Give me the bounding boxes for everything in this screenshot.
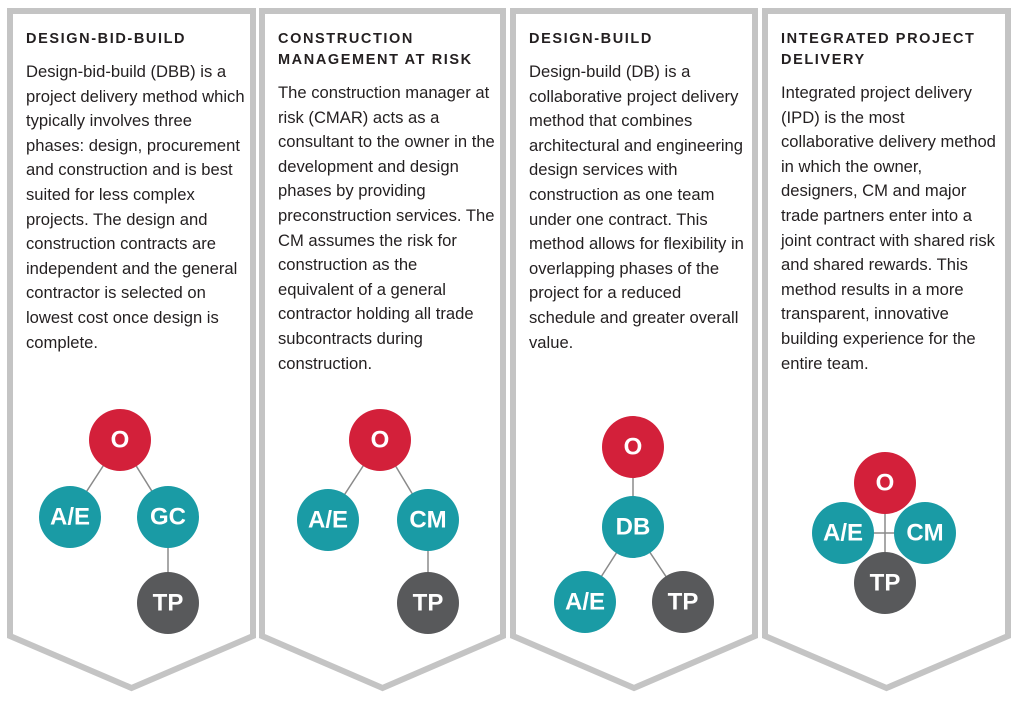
role-node [854,552,916,614]
role-node [137,572,199,634]
role-node [297,489,359,551]
role-node [854,452,916,514]
role-label: A/E [50,504,90,531]
role-label: A/E [823,520,863,547]
role-node [894,502,956,564]
role-node [652,571,714,633]
role-node [602,496,664,558]
role-label: A/E [565,589,605,616]
panel-description: Integrated project delivery (IPD) is the… [781,83,996,373]
role-label: O [111,427,130,454]
role-label: GC [150,504,186,531]
role-label: O [876,470,895,497]
role-node [349,409,411,471]
panel-frame [510,8,758,692]
panel-title: CONSTRUCTION MANAGEMENT AT RISK [278,31,473,68]
role-label: TP [153,590,184,617]
role-label: DB [616,514,651,541]
role-label: CM [906,520,943,547]
role-label: O [624,434,643,461]
role-node [137,486,199,548]
role-label: TP [413,590,444,617]
panel-description: Design-bid-build (DBB) is a project deli… [26,62,245,352]
panel-title: DESIGN-BUILD [529,31,653,47]
panel-description: The construction manager at risk (CMAR) … [278,83,495,373]
panel-title: DESIGN-BID-BUILD [26,31,187,47]
role-label: TP [668,589,699,616]
role-node [39,486,101,548]
panel-description: Design-build (DB) is a collaborative pro… [529,62,744,352]
role-label: A/E [308,507,348,534]
role-node [397,489,459,551]
role-node [89,409,151,471]
role-node [812,502,874,564]
role-node [554,571,616,633]
role-node [397,572,459,634]
panel-title: INTEGRATED PROJECT DELIVERY [781,31,976,68]
role-label: CM [409,507,446,534]
role-label: O [371,427,390,454]
role-label: TP [870,570,901,597]
role-node [602,416,664,478]
